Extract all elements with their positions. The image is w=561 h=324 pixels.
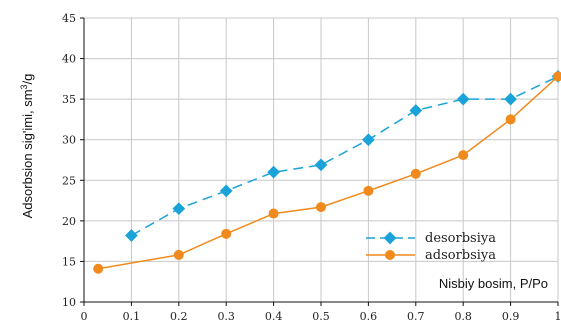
data-point-adsorbsiya bbox=[268, 208, 279, 219]
data-point-desorbsiya bbox=[125, 229, 138, 242]
data-point-adsorbsiya bbox=[221, 228, 232, 239]
data-point-desorbsiya bbox=[314, 158, 328, 172]
x-tick-label: 0.6 bbox=[360, 310, 378, 323]
y-tick-label: 10 bbox=[62, 296, 76, 309]
y-tick-label: 30 bbox=[62, 134, 76, 147]
data-point-desorbsiya bbox=[219, 184, 233, 198]
legend-label-adsorbsiya: adsorbsiya bbox=[425, 248, 496, 263]
series-line-desorbsiya bbox=[131, 75, 559, 237]
y-tick-labels: 10 15 20 25 30 35 40 45 bbox=[62, 12, 76, 309]
data-point-adsorbsiya bbox=[173, 249, 184, 260]
x-tick-label: 0.1 bbox=[123, 310, 141, 323]
data-point-desorbsiya bbox=[362, 133, 375, 147]
x-tick-label: 1 bbox=[555, 310, 561, 323]
y-tick-label: 45 bbox=[62, 12, 76, 25]
data-point-adsorbsiya bbox=[316, 202, 326, 213]
x-tick-label: 0.8 bbox=[454, 310, 472, 323]
data-point-adsorbsiya bbox=[505, 114, 516, 125]
series bbox=[93, 70, 561, 274]
y-tick-label: 20 bbox=[62, 215, 76, 228]
y-tick-label: 40 bbox=[62, 53, 76, 66]
data-point-desorbsiya bbox=[409, 104, 423, 117]
series-adsorbsiya bbox=[93, 71, 561, 274]
data-point-desorbsiya bbox=[504, 92, 517, 106]
data-point-adsorbsiya bbox=[553, 71, 561, 82]
x-tick-label: 0.7 bbox=[407, 310, 425, 323]
x-tick-label: 0.3 bbox=[217, 310, 235, 323]
data-point-adsorbsiya bbox=[363, 185, 374, 196]
data-point-adsorbsiya bbox=[458, 150, 469, 161]
y-tick-label: 15 bbox=[62, 255, 76, 268]
legend-marker-desorbsiya bbox=[383, 231, 397, 245]
data-point-adsorbsiya bbox=[93, 263, 104, 274]
x-tick-labels: 0 0.1 0.2 0.3 0.4 0.5 0.6 0.7 0.8 0.9 1 bbox=[81, 310, 561, 323]
legend-marker-adsorbsiya bbox=[385, 250, 395, 260]
x-tick-label: 0.4 bbox=[265, 310, 283, 323]
x-tick-label: 0.9 bbox=[502, 310, 520, 323]
legend: desorbsiya adsorbsiya bbox=[366, 231, 496, 263]
legend-entry-adsorbsiya: adsorbsiya bbox=[366, 248, 496, 263]
data-point-adsorbsiya bbox=[410, 168, 421, 179]
y-tick-label: 25 bbox=[62, 174, 76, 187]
series-line-adsorbsiya bbox=[98, 75, 559, 270]
axes bbox=[80, 17, 559, 306]
y-axis-label: Adsorbsion sig'imi, sm3/g bbox=[19, 74, 35, 219]
data-point-desorbsiya bbox=[172, 202, 186, 216]
y-tick-label: 35 bbox=[62, 93, 76, 106]
legend-label-desorbsiya: desorbsiya bbox=[425, 231, 496, 246]
data-point-desorbsiya bbox=[456, 92, 470, 106]
x-axis-label: Nisbiy bosim, P/Po bbox=[439, 276, 548, 291]
x-tick-label: 0 bbox=[81, 310, 88, 323]
x-tick-label: 0.2 bbox=[170, 310, 188, 323]
legend-entry-desorbsiya: desorbsiya bbox=[366, 231, 496, 246]
series-desorbsiya bbox=[125, 70, 561, 242]
x-tick-label: 0.5 bbox=[312, 310, 330, 323]
data-point-desorbsiya bbox=[267, 165, 280, 179]
